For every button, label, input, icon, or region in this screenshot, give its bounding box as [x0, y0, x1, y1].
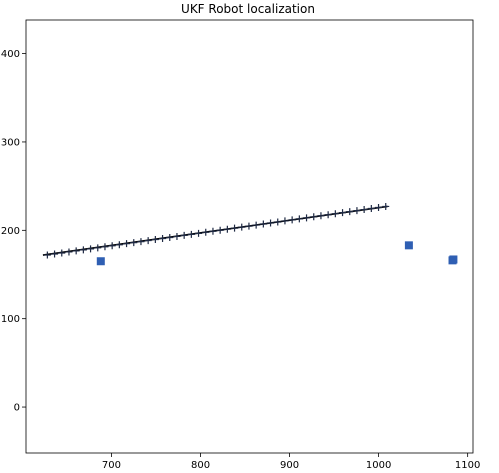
y-tick-label: 400: [1, 49, 20, 60]
trajectory-marker: [339, 209, 347, 217]
y-tick-label: 200: [1, 226, 20, 237]
y-tick-label: 0: [14, 403, 20, 414]
trajectory-marker: [43, 251, 51, 259]
trajectory-marker: [375, 203, 383, 211]
trajectory-marker: [108, 242, 116, 250]
trajectory-marker: [310, 213, 318, 221]
trajectory-marker: [245, 222, 253, 230]
x-tick-label: 1100: [455, 460, 480, 471]
trajectory-marker: [324, 211, 332, 219]
trajectory-marker: [72, 247, 80, 255]
x-tick-label: 1000: [366, 460, 391, 471]
trajectory-marker: [159, 235, 167, 243]
y-tick-label: 100: [1, 314, 20, 325]
trajectory-marker: [144, 237, 152, 245]
landmark-marker: [449, 255, 458, 264]
trajectory-marker: [51, 250, 59, 258]
trajectory-marker: [58, 249, 66, 257]
trajectory-marker: [65, 248, 73, 256]
trajectory-marker: [231, 224, 239, 232]
trajectory-marker: [173, 232, 181, 240]
trajectory-marker: [281, 217, 289, 225]
x-tick-label: 800: [191, 460, 210, 471]
trajectory-marker: [267, 219, 275, 227]
trajectory-marker: [87, 245, 95, 253]
trajectory-marker: [288, 216, 296, 224]
trajectory-marker: [187, 230, 195, 238]
landmark-marker: [404, 241, 413, 250]
x-tick-label: 900: [280, 460, 299, 471]
trajectory-marker: [238, 223, 246, 231]
trajectory-marker: [223, 225, 231, 233]
trajectory-marker: [353, 207, 361, 215]
trajectory-marker: [382, 202, 390, 210]
trajectory-marker: [79, 246, 87, 254]
trajectory-marker: [130, 239, 138, 247]
y-tick-label: 300: [1, 137, 20, 148]
trajectory-marker: [367, 205, 375, 213]
trajectory-marker: [137, 238, 145, 246]
trajectory-marker: [216, 226, 224, 234]
trajectory-marker: [94, 244, 102, 252]
trajectory-marker: [303, 214, 311, 222]
trajectory-marker: [101, 243, 109, 251]
trajectory-marker: [346, 208, 354, 216]
trajectory-marker: [295, 215, 303, 223]
trajectory-marker: [317, 212, 325, 220]
trajectory-marker: [259, 220, 267, 228]
x-tick-label: 700: [102, 460, 121, 471]
axes-frame: [25, 19, 474, 454]
trajectory-marker: [115, 241, 123, 249]
trajectory-marker: [202, 228, 210, 236]
trajectory-marker: [360, 206, 368, 214]
trajectory-marker: [180, 231, 188, 239]
landmark-marker: [96, 257, 105, 266]
trajectory-marker: [151, 236, 159, 244]
trajectory-marker: [331, 210, 339, 218]
trajectory-marker: [252, 221, 260, 229]
plot-area: 700 800 900 1000 1100 0 100 200 300 400: [1, 19, 480, 471]
trajectory-marker: [123, 240, 131, 248]
trajectory-marker: [195, 229, 203, 237]
chart-title: UKF Robot localization: [181, 2, 315, 16]
trajectory-marker: [209, 227, 217, 235]
trajectory-marker: [166, 233, 174, 241]
trajectory-marker: [274, 218, 282, 226]
